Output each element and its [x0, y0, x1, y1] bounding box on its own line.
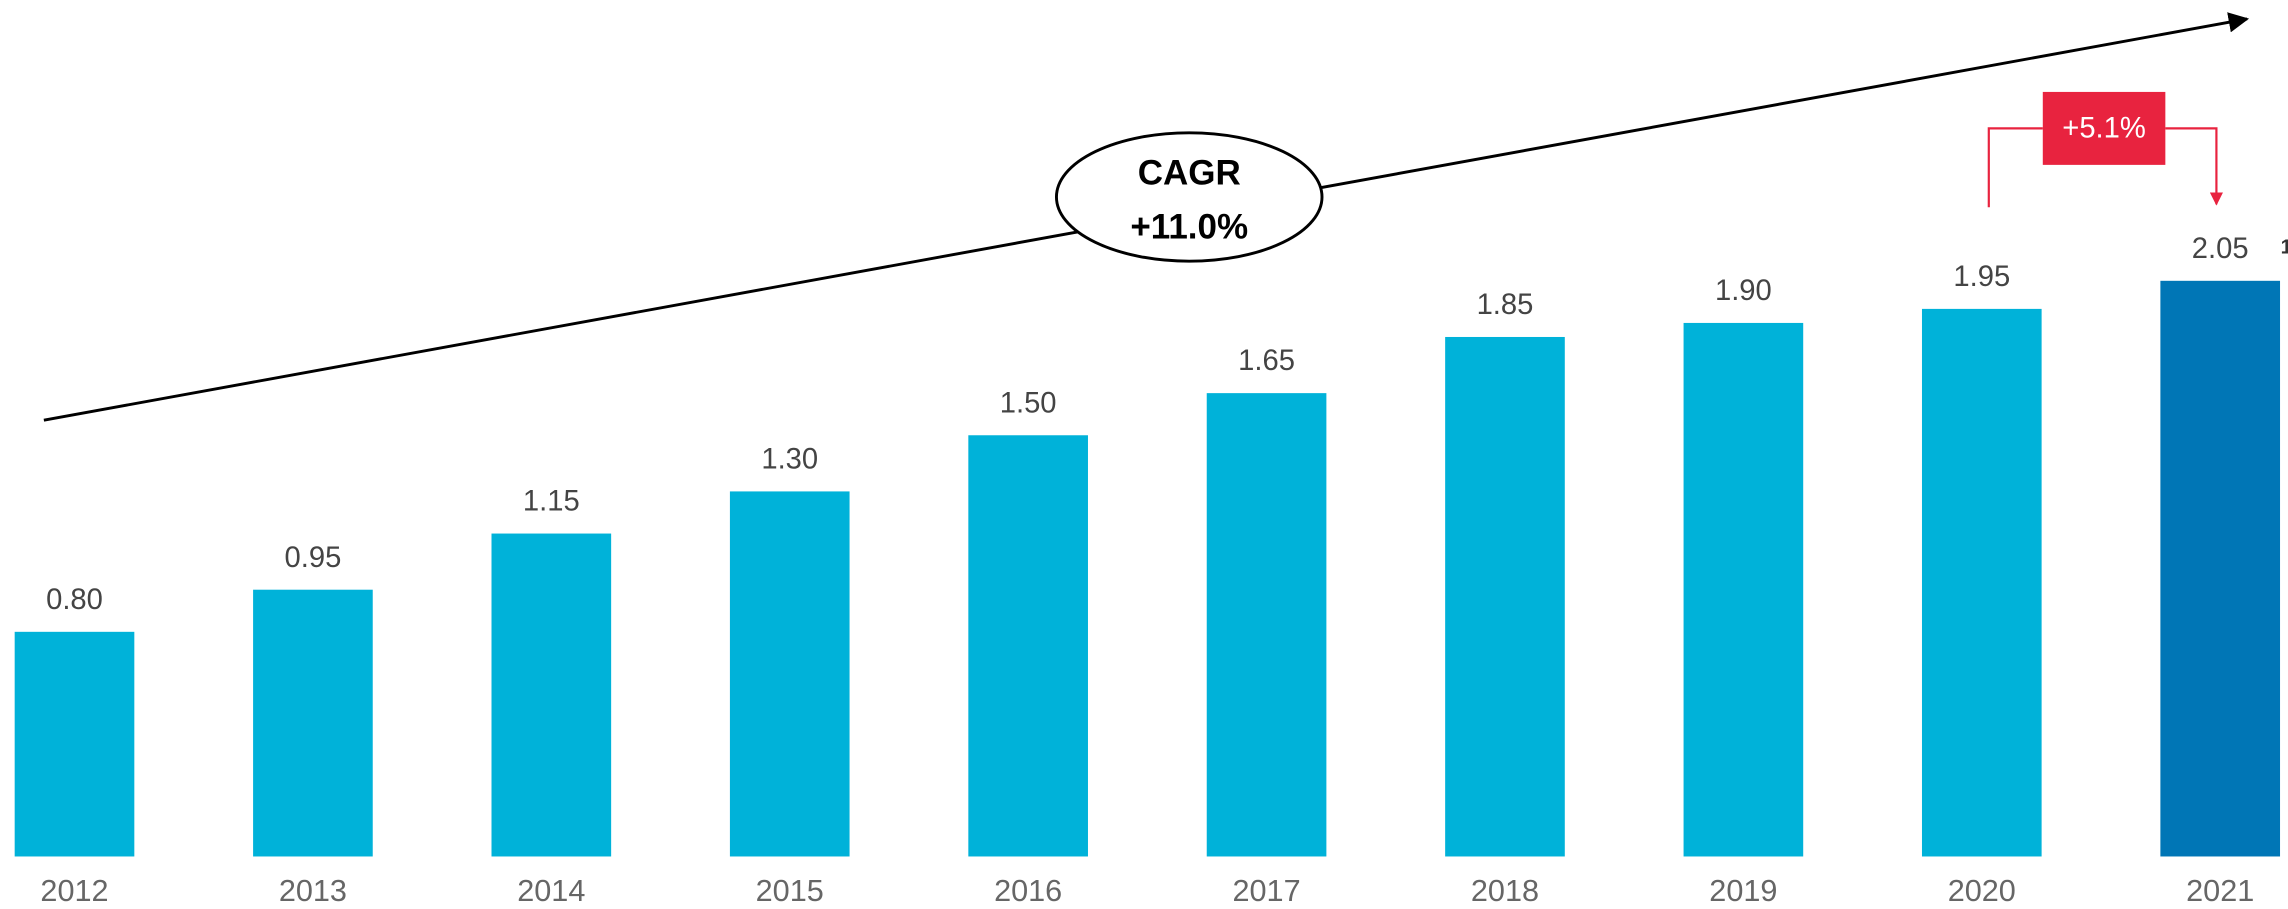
- x-tick-label: 2014: [517, 874, 585, 908]
- value-label: 1.50: [1000, 387, 1057, 419]
- bar: [14, 631, 135, 857]
- value-label: 1.30: [761, 443, 818, 475]
- x-tick-label: 2019: [1709, 874, 1777, 908]
- x-tick-label: 2012: [40, 874, 108, 908]
- bar: [253, 589, 373, 857]
- cagr-bubble: [1054, 131, 1324, 263]
- growth-box: [2042, 91, 2166, 165]
- growth-label: +5.1%: [2062, 113, 2146, 145]
- x-tick-label: 2013: [279, 874, 347, 908]
- value-label: 0.95: [285, 542, 342, 574]
- value-label: 0.80: [46, 584, 103, 616]
- value-label: 1.95: [1953, 261, 2010, 293]
- x-tick-label: 2016: [994, 874, 1062, 908]
- x-tick-label: 2018: [1471, 874, 1539, 908]
- value-label: 2.05: [2192, 233, 2249, 265]
- bar: [968, 435, 1088, 857]
- x-tick-label: 2021: [2186, 874, 2254, 908]
- bar: [491, 533, 612, 857]
- bar: [1921, 308, 2042, 857]
- growth-arrow: [2165, 127, 2223, 206]
- x-tick-label: 2015: [756, 874, 824, 908]
- bar: [729, 491, 850, 857]
- bar: [2160, 280, 2281, 857]
- cagr-title: CAGR: [1138, 153, 1241, 192]
- cagr-value: +11.0%: [1130, 207, 1248, 246]
- value-label: 1.85: [1477, 289, 1534, 321]
- x-tick-label: 2020: [1948, 874, 2016, 908]
- bar: [1206, 393, 1327, 857]
- value-label: 1.15: [523, 486, 580, 518]
- bar: [1683, 322, 1804, 857]
- value-label: 1.65: [1238, 345, 1295, 377]
- footnote-marker: 1: [2281, 236, 2288, 258]
- growth-bracket: [1987, 127, 2043, 208]
- bar: [1445, 336, 1565, 857]
- x-tick-label: 2017: [1232, 874, 1300, 908]
- value-label: 1.90: [1715, 275, 1772, 307]
